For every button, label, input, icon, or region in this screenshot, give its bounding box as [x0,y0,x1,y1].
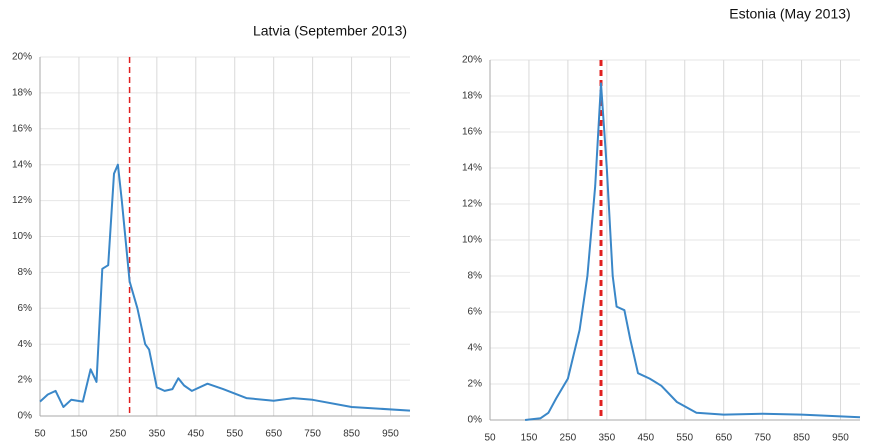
y-tick-label: 10% [12,231,32,242]
y-tick-label: 10% [462,235,482,246]
y-tick-label: 0% [18,411,33,422]
y-tick-label: 20% [12,52,32,63]
y-tick-label: 14% [12,159,32,170]
y-tick-label: 20% [462,55,482,66]
x-tick-label: 750 [304,429,321,440]
x-tick-label: 250 [110,429,127,440]
y-tick-label: 8% [468,271,483,282]
x-tick-label: 450 [637,433,654,444]
y-tick-label: 6% [468,307,483,318]
x-tick-label: 150 [71,429,88,440]
x-tick-label: 550 [226,429,243,440]
x-tick-label: 550 [676,433,693,444]
y-tick-label: 2% [468,379,483,390]
x-tick-label: 350 [598,433,615,444]
x-tick-label: 950 [382,429,399,440]
y-tick-label: 2% [18,375,33,386]
x-tick-label: 150 [521,433,538,444]
x-tick-label: 50 [484,433,496,444]
x-tick-label: 450 [187,429,204,440]
chart-title: Latvia (September 2013) [253,23,407,39]
y-tick-label: 6% [18,303,33,314]
y-tick-label: 16% [462,127,482,138]
y-tick-label: 14% [462,163,482,174]
y-tick-label: 16% [12,123,32,134]
y-tick-label: 4% [468,343,483,354]
data-line [524,82,861,421]
x-tick-label: 750 [754,433,771,444]
x-tick-label: 850 [343,429,360,440]
x-tick-label: 350 [148,429,165,440]
x-tick-label: 650 [265,429,282,440]
chart-title: Estonia (May 2013) [729,6,850,22]
y-tick-label: 4% [18,339,33,350]
y-tick-label: 0% [468,415,483,426]
x-tick-label: 650 [715,433,732,444]
data-line [39,163,411,412]
x-tick-label: 50 [34,429,46,440]
x-tick-label: 250 [560,433,577,444]
y-tick-label: 18% [462,91,482,102]
y-tick-label: 12% [12,195,32,206]
x-tick-label: 850 [793,433,810,444]
y-tick-label: 18% [12,88,32,99]
x-tick-label: 950 [832,433,849,444]
y-tick-label: 12% [462,199,482,210]
y-tick-label: 8% [18,267,33,278]
